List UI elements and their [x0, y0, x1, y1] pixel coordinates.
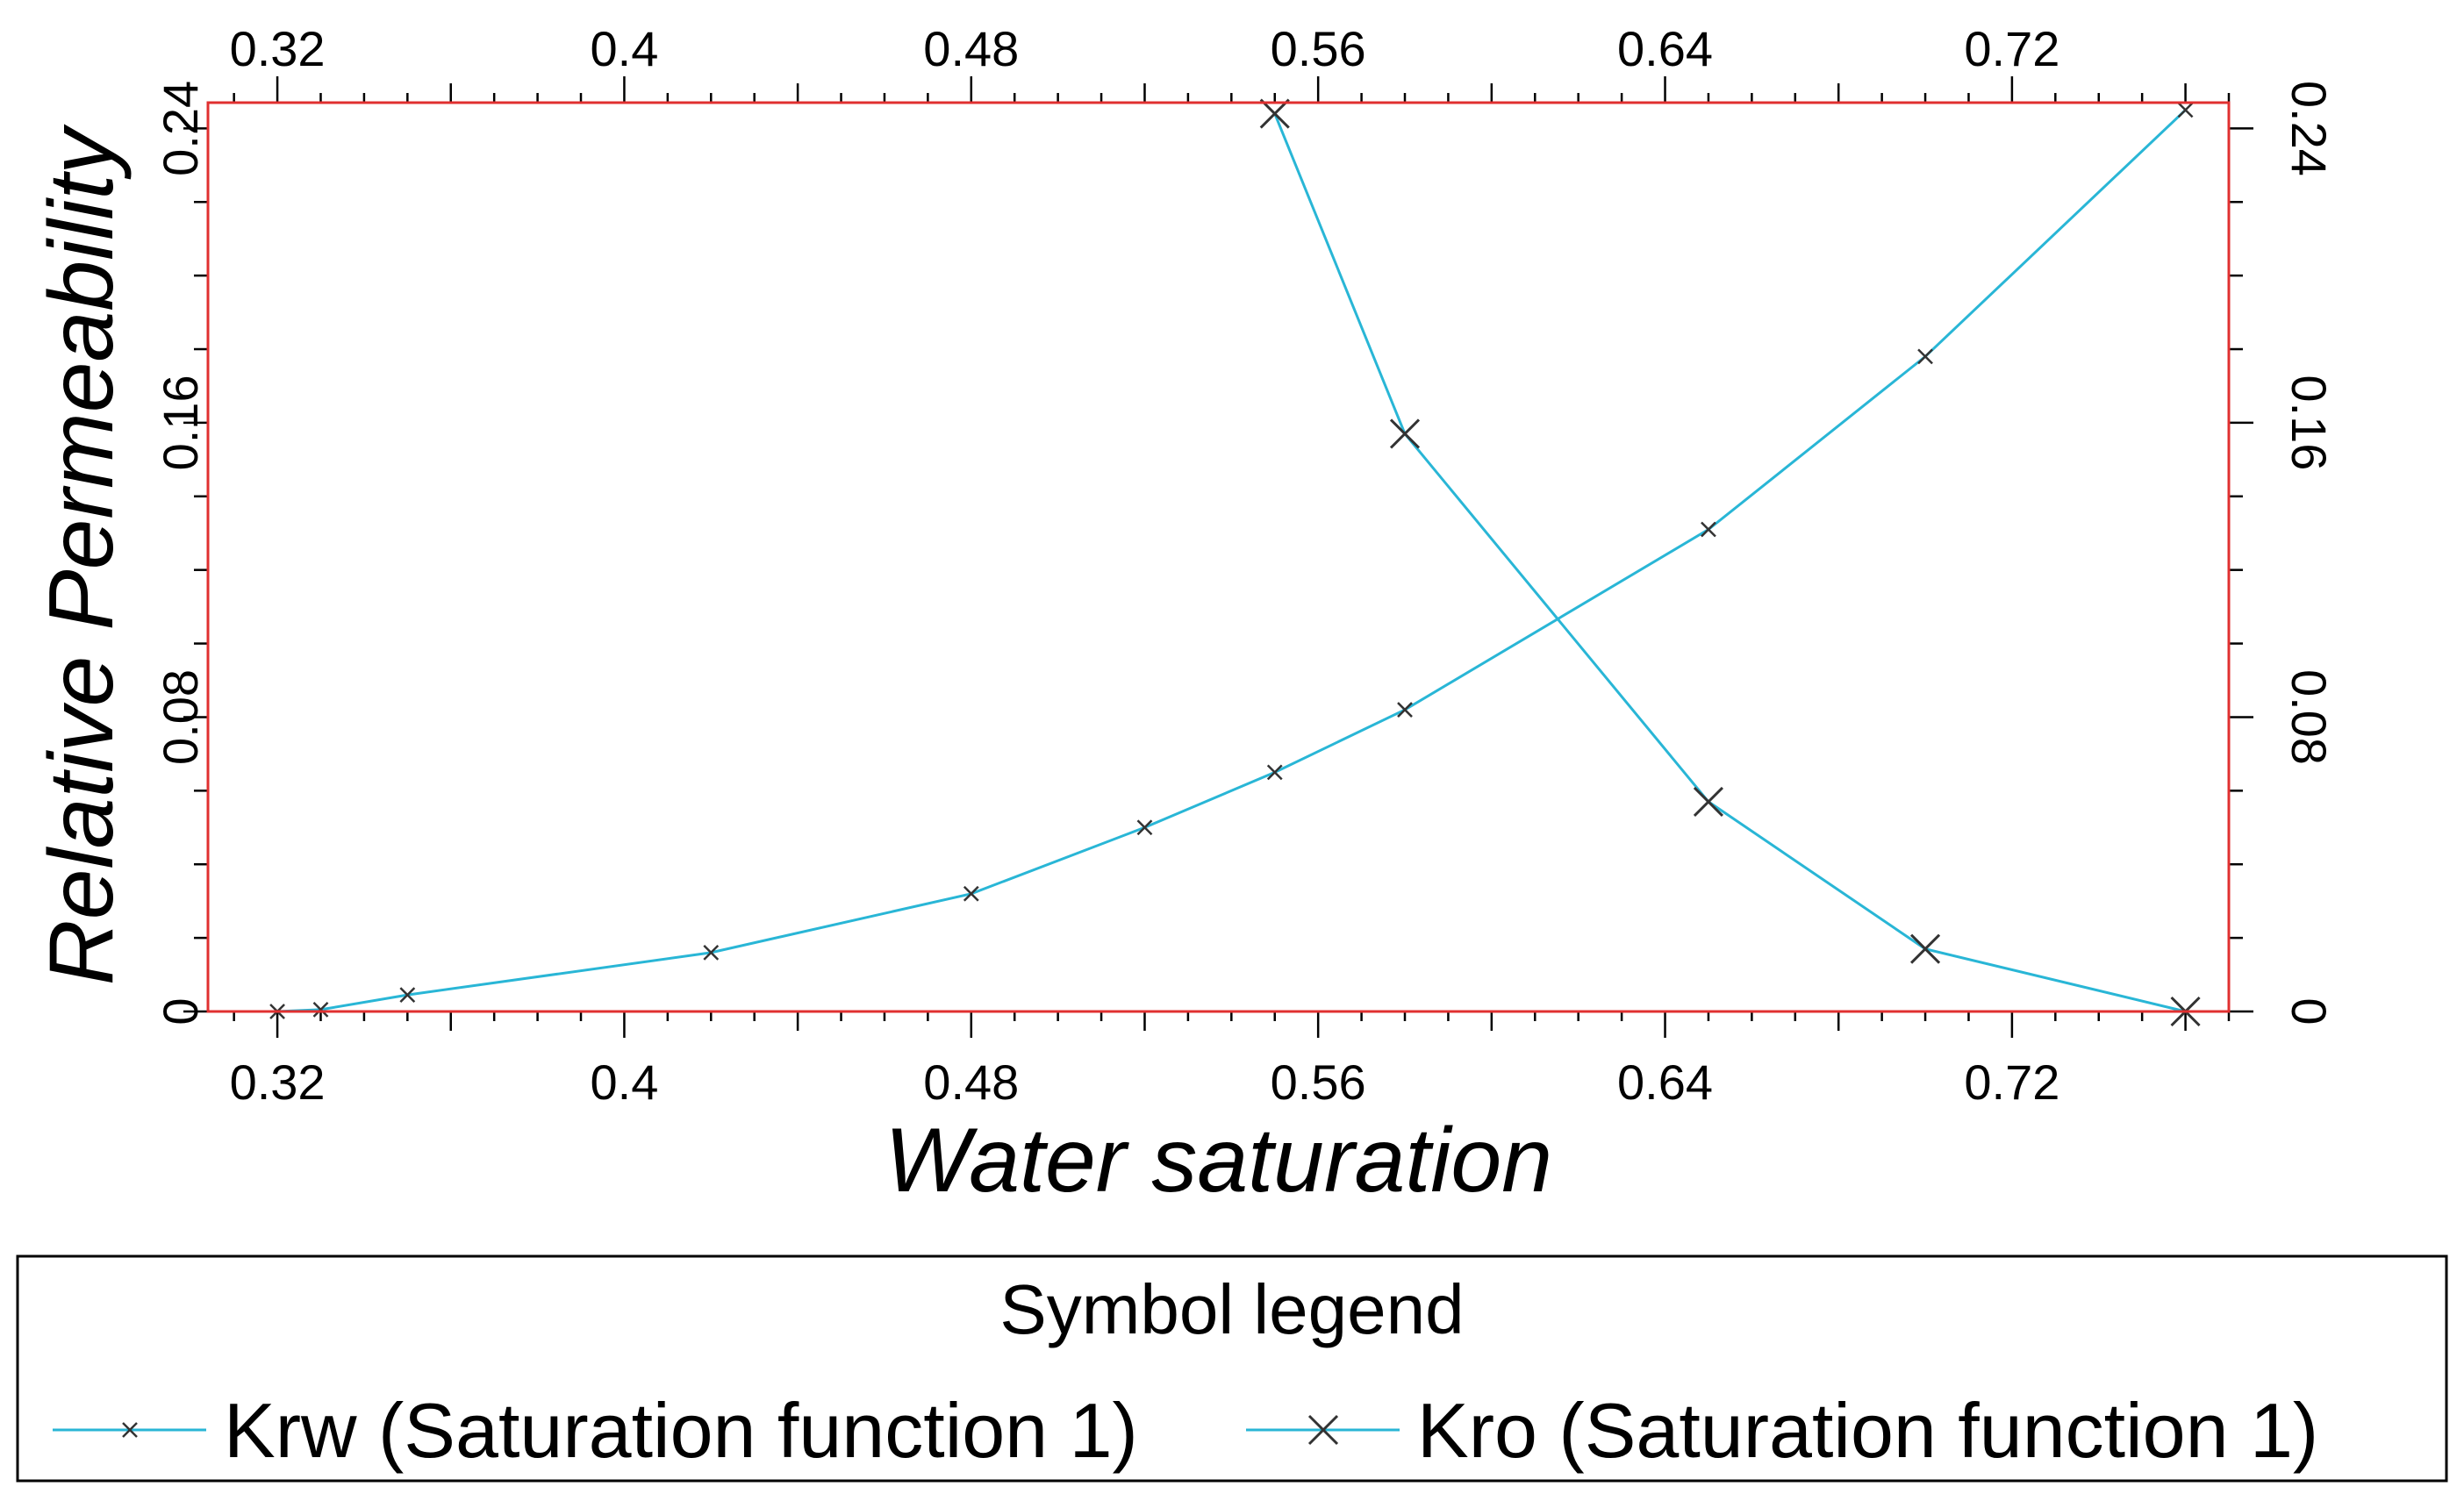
legend: Symbol legend Krw (Saturation function 1… [16, 1254, 2448, 1483]
x-axis-title: Water saturation [885, 1110, 1552, 1211]
x-tick-label-bottom: 0.56 [1271, 1054, 1366, 1110]
legend-marker-0 [122, 1422, 138, 1438]
x-tick-label-top: 0.72 [1964, 21, 2059, 76]
ticks-layer [183, 76, 2253, 1038]
y-tick-label-left: 0.08 [153, 669, 208, 765]
kro-point-stroke-b [1259, 98, 1290, 129]
krw-point [963, 885, 979, 902]
legend-label-0: Krw (Saturation function 1) [224, 1387, 1138, 1474]
y-tick-label-right: 0.24 [2281, 81, 2337, 176]
tick-labels-layer: 0.32 0.32 0.4 0.4 0.48 0.48 0.56 0.56 0.64 0.64 0.… [153, 21, 2337, 1110]
krw-point-stroke-b [312, 1002, 329, 1018]
kro-point [1389, 418, 1421, 449]
krw-point-stroke-b [399, 987, 416, 1004]
krw-point [1136, 819, 1153, 836]
krw-point [399, 987, 416, 1004]
krw-point [703, 945, 720, 961]
x-tick-label-bottom: 0.4 [591, 1054, 659, 1110]
x-tick-label-bottom: 0.48 [923, 1054, 1019, 1110]
y-tick-label-left: 0.24 [153, 81, 208, 176]
x-tick-label-top: 0.56 [1271, 21, 1366, 76]
y-tick-label-right: 0 [2281, 997, 2337, 1025]
series-layer [269, 98, 2201, 1027]
krw-point [1266, 764, 1283, 781]
x-tick-label-top: 0.32 [230, 21, 326, 76]
x-tick-label-bottom: 0.32 [230, 1054, 326, 1110]
krw-point [1917, 348, 1933, 365]
x-tick-label-bottom: 0.64 [1617, 1054, 1713, 1110]
kro-point [1909, 933, 1941, 964]
krw-point-stroke-b [1397, 702, 1413, 718]
legend-marker-1 [1307, 1414, 1339, 1446]
y-axis-title: Relative Permeability [31, 124, 133, 986]
krw-point-stroke-b [1266, 764, 1283, 781]
krw-point [312, 1002, 329, 1018]
y-tick-label-right: 0.08 [2281, 669, 2337, 765]
y-tick-label-right: 0.16 [2281, 375, 2337, 470]
kro-point-stroke-b [1693, 786, 1724, 817]
krw-point [1701, 521, 1716, 538]
x-tick-label-top: 0.4 [591, 21, 659, 76]
legend-title: Symbol legend [999, 1270, 1464, 1348]
krw-point-stroke-b [1917, 348, 1933, 365]
legend-marker-0-stroke-b [122, 1422, 138, 1438]
krw-point [1397, 702, 1413, 718]
krw-point-stroke-b [2177, 102, 2194, 118]
legend-box [16, 1254, 2448, 1483]
krw-point [2177, 102, 2194, 118]
plot-frame [206, 101, 2231, 1013]
kro-point [1259, 98, 1290, 129]
x-tick-label-bottom: 0.72 [1964, 1054, 2059, 1110]
kro-point-stroke-b [1389, 418, 1421, 449]
x-tick-label-top: 0.48 [923, 21, 1019, 76]
legend-label-1: Kro (Saturation function 1) [1417, 1387, 2318, 1474]
legend-marker-1-stroke-b [1307, 1414, 1339, 1446]
krw-point-stroke-b [963, 885, 979, 902]
kro-point-stroke-b [1909, 933, 1941, 964]
krw-point-stroke-b [1136, 819, 1153, 836]
y-tick-label-left: 0 [153, 997, 208, 1025]
kro-point [1693, 786, 1724, 817]
y-tick-label-left: 0.16 [153, 375, 208, 470]
krw-point-stroke-b [703, 945, 720, 961]
legend-entries: Krw (Saturation function 1) Kro (Saturati… [53, 1387, 2318, 1474]
krw-point-stroke-b [1701, 521, 1716, 538]
x-tick-label-top: 0.64 [1617, 21, 1713, 76]
